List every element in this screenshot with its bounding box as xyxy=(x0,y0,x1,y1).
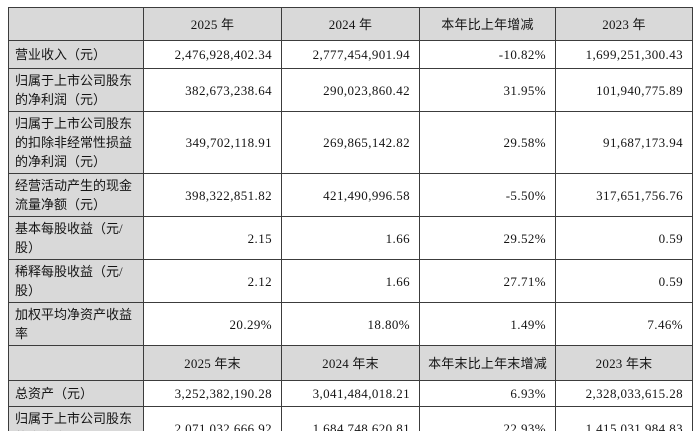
column-header-2025-year-end: 2025 年末 xyxy=(143,345,282,381)
cell-2024: 3,041,484,018.21 xyxy=(281,380,420,407)
table-row-total-assets: 总资产（元） 3,252,382,190.28 3,041,484,018.21… xyxy=(8,380,693,407)
cell-2024: 1.66 xyxy=(281,216,420,260)
financial-summary-table: 2025 年 2024 年 本年比上年增减 2023 年 营业收入（元） 2,4… xyxy=(8,7,693,431)
cell-2024: 290,023,860.42 xyxy=(281,68,420,112)
cell-2023: 0.59 xyxy=(555,259,693,303)
cell-2025: 349,702,118.91 xyxy=(143,111,282,174)
header-corner-cell xyxy=(8,345,144,381)
row-label: 归属于上市公司股东的扣除非经常性损益的净利润（元） xyxy=(8,111,144,174)
cell-2023: 1,415,031,984.83 xyxy=(555,406,693,431)
row-label: 基本每股收益（元/股） xyxy=(8,216,144,260)
table-header-row-year-end: 2025 年末 2024 年末 本年末比上年末增减 2023 年末 xyxy=(8,345,693,381)
row-label: 加权平均净资产收益率 xyxy=(8,302,144,346)
cell-2024: 2,777,454,901.94 xyxy=(281,40,420,69)
table-row-operating-cash-flow: 经营活动产生的现金流量净额（元） 398,322,851.82 421,490,… xyxy=(8,173,693,217)
row-label: 营业收入（元） xyxy=(8,40,144,69)
row-label: 总资产（元） xyxy=(8,380,144,407)
cell-change: -10.82% xyxy=(419,40,556,69)
column-header-year-end-change: 本年末比上年末增减 xyxy=(419,345,556,381)
row-label: 稀释每股收益（元/股） xyxy=(8,259,144,303)
cell-2023: 2,328,033,615.28 xyxy=(555,380,693,407)
cell-2023: 101,940,775.89 xyxy=(555,68,693,112)
cell-2025: 398,322,851.82 xyxy=(143,173,282,217)
cell-2024: 1,684,748,620.81 xyxy=(281,406,420,431)
cell-change: 1.49% xyxy=(419,302,556,346)
column-header-2024: 2024 年 xyxy=(281,7,420,41)
cell-change: 27.71% xyxy=(419,259,556,303)
row-label: 归属于上市公司股东的净利润（元） xyxy=(8,68,144,112)
cell-change: 29.58% xyxy=(419,111,556,174)
cell-2025: 382,673,238.64 xyxy=(143,68,282,112)
cell-change: 22.93% xyxy=(419,406,556,431)
cell-2023: 317,651,756.76 xyxy=(555,173,693,217)
cell-2025: 3,252,382,190.28 xyxy=(143,380,282,407)
table-row-basic-eps: 基本每股收益（元/股） 2.15 1.66 29.52% 0.59 xyxy=(8,216,693,260)
cell-change: 6.93% xyxy=(419,380,556,407)
row-label: 经营活动产生的现金流量净额（元） xyxy=(8,173,144,217)
table-row-revenue: 营业收入（元） 2,476,928,402.34 2,777,454,901.9… xyxy=(8,40,693,69)
cell-change: 29.52% xyxy=(419,216,556,260)
cell-2023: 0.59 xyxy=(555,216,693,260)
column-header-2024-year-end: 2024 年末 xyxy=(281,345,420,381)
table-row-weighted-avg-roe: 加权平均净资产收益率 20.29% 18.80% 1.49% 7.46% xyxy=(8,302,693,346)
row-label: 归属于上市公司股东的净资产（元） xyxy=(8,406,144,431)
cell-2023: 91,687,173.94 xyxy=(555,111,693,174)
cell-2025: 2,071,032,666.92 xyxy=(143,406,282,431)
cell-change: 31.95% xyxy=(419,68,556,112)
header-corner-cell xyxy=(8,7,144,41)
cell-change: -5.50% xyxy=(419,173,556,217)
table-row-diluted-eps: 稀释每股收益（元/股） 2.12 1.66 27.71% 0.59 xyxy=(8,259,693,303)
table-row-net-profit-after-extraordinary: 归属于上市公司股东的扣除非经常性损益的净利润（元） 349,702,118.91… xyxy=(8,111,693,174)
column-header-yoy-change: 本年比上年增减 xyxy=(419,7,556,41)
cell-2024: 18.80% xyxy=(281,302,420,346)
cell-2025: 2,476,928,402.34 xyxy=(143,40,282,69)
cell-2024: 1.66 xyxy=(281,259,420,303)
cell-2025: 2.12 xyxy=(143,259,282,303)
table-row-net-profit: 归属于上市公司股东的净利润（元） 382,673,238.64 290,023,… xyxy=(8,68,693,112)
cell-2024: 421,490,996.58 xyxy=(281,173,420,217)
column-header-2025: 2025 年 xyxy=(143,7,282,41)
column-header-2023: 2023 年 xyxy=(555,7,693,41)
table-header-row-annual: 2025 年 2024 年 本年比上年增减 2023 年 xyxy=(8,7,693,41)
cell-2025: 2.15 xyxy=(143,216,282,260)
column-header-2023-year-end: 2023 年末 xyxy=(555,345,693,381)
cell-2023: 1,699,251,300.43 xyxy=(555,40,693,69)
table-row-net-assets: 归属于上市公司股东的净资产（元） 2,071,032,666.92 1,684,… xyxy=(8,406,693,431)
cell-2024: 269,865,142.82 xyxy=(281,111,420,174)
cell-2025: 20.29% xyxy=(143,302,282,346)
cell-2023: 7.46% xyxy=(555,302,693,346)
